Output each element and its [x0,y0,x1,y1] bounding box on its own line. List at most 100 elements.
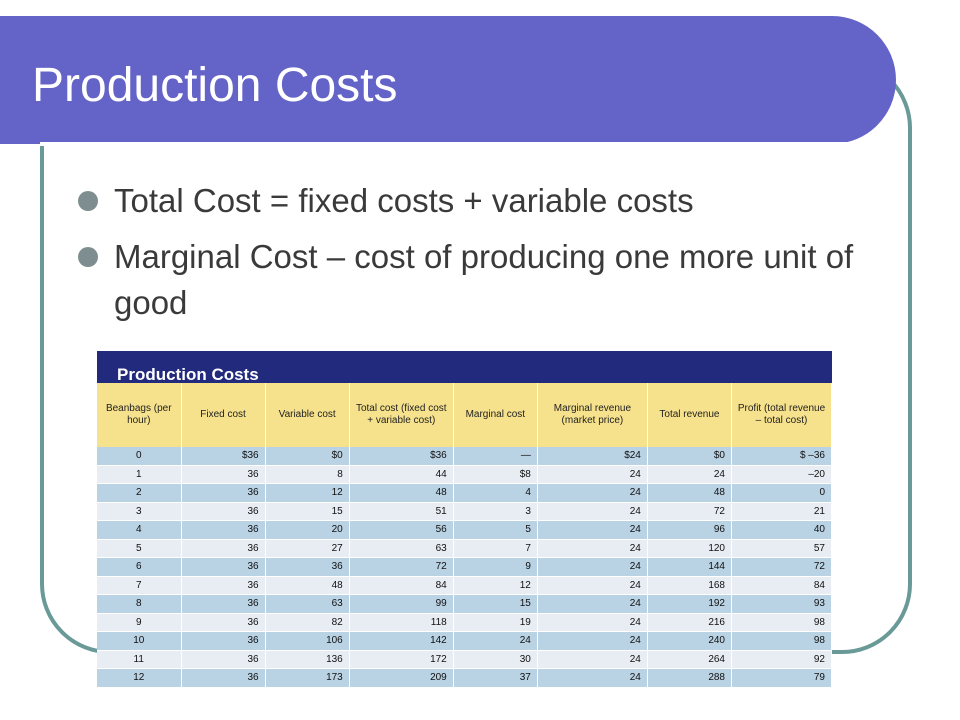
table-cell: 84 [349,576,454,595]
table-cell: 20 [265,520,350,540]
table-cell: 136 [265,650,350,669]
table-row: 4 36 20 56 5 24 96 40 [97,520,832,540]
bullet-marginal-cost: Marginal Cost – cost of producing one mo… [78,234,898,326]
slide-title: Production Costs [32,59,398,112]
table-cell: 36 [181,520,266,540]
header-cell: Profit (total revenue – total cost) [731,383,832,447]
table-cell: 12 [97,668,182,688]
header-cell: Marginal cost [453,383,538,447]
title-underline [40,142,848,146]
table-cell: 8 [265,465,350,484]
table-cell: 7 [97,576,182,595]
table-cell: 92 [731,650,832,669]
table-cell: $0 [265,447,350,466]
table-cell: 27 [265,539,350,558]
table-row: 10 36 106 142 24 24 240 98 [97,631,832,651]
table-row: 8 36 63 99 15 24 192 93 [97,594,832,614]
table-cell: 240 [647,631,733,651]
bullet-total-cost: Total Cost = fixed costs + variable cost… [78,178,898,224]
table-cell: 37 [453,668,538,688]
table-cell: 106 [265,631,350,651]
table-cell: 48 [647,483,733,503]
table-cell: 63 [349,539,454,558]
table-cell: 24 [647,465,733,484]
costs-table: Beanbags (per hour) Fixed cost Variable … [97,383,832,688]
table-cell: 72 [647,502,733,521]
table-cell: — [453,447,538,466]
table-cell: $36 [349,447,454,466]
table-cell: 2 [97,483,182,503]
table-row: 0 $36 $0 $36— $24 $0 $ –36 [97,447,832,466]
table-cell: 172 [349,650,454,669]
table-cell: 63 [265,594,350,614]
table-cell: 10 [97,631,182,651]
table-cell: 3 [453,502,538,521]
table-row: 5 36 27 63 7 24 120 57 [97,539,832,558]
header-cell: Fixed cost [181,383,266,447]
table-cell: 24 [537,650,648,669]
table-cell: 0 [97,447,182,466]
table-cell: 36 [181,502,266,521]
table-cell: 93 [731,594,832,614]
table-row: 12 36 173 209 37 24 288 79 [97,668,832,688]
table-cell: 24 [537,613,648,632]
table-cell: 24 [537,465,648,484]
header-cell: Total revenue [647,383,733,447]
table-cell: 144 [647,557,733,577]
table-cell: 24 [537,539,648,558]
table-cell: 209 [349,668,454,688]
table-cell: 7 [453,539,538,558]
table-cell: 51 [349,502,454,521]
table-cell: 36 [181,650,266,669]
table-cell: 24 [537,483,648,503]
bullet-text: Marginal Cost – cost of producing one mo… [114,238,854,321]
table-cell: 72 [731,557,832,577]
table-cell: 36 [181,631,266,651]
table-cell: 79 [731,668,832,688]
table-cell: 15 [265,502,350,521]
table-cell: 12 [265,483,350,503]
table-cell: 48 [265,576,350,595]
table-cell: $36 [181,447,266,466]
table-cell: 24 [537,576,648,595]
table-cell: 36 [181,668,266,688]
table-cell: 56 [349,520,454,540]
table-cell: $0 [647,447,733,466]
table-cell: 36 [181,576,266,595]
table-cell: 36 [181,557,266,577]
table-cell: 19 [453,613,538,632]
table-cell: 288 [647,668,733,688]
table-cell: $8 [453,465,538,484]
table-cell: 173 [265,668,350,688]
table-cell: 99 [349,594,454,614]
table-cell: 5 [97,539,182,558]
table-row: 11 36 136 172 30 24 264 92 [97,650,832,669]
table-body: 0 $36 $0 $36— $24 $0 $ –36 1 36 8 44 $8 24 24 –20 2 36 12… [97,447,832,688]
table-cell: 1 [97,465,182,484]
table-cell: 168 [647,576,733,595]
table-cell: 118 [349,613,454,632]
production-costs-table: Production Costs Beanbags (per hour) Fix… [97,351,832,688]
table-cell: 6 [97,557,182,577]
table-cell: 216 [647,613,733,632]
table-cell: 82 [265,613,350,632]
table-cell: 8 [97,594,182,614]
header-cell: Marginal revenue (market price) [537,383,648,447]
title-bar: Production Costs [0,16,896,146]
table-row: 3 36 15 51 3 24 72 21 [97,502,832,521]
table-cell: 24 [537,502,648,521]
table-cell: 30 [453,650,538,669]
table-cell: 36 [181,613,266,632]
table-cell: 21 [731,502,832,521]
table-cell: 96 [647,520,733,540]
table-cell: 9 [97,613,182,632]
table-cell: 24 [537,594,648,614]
table-cell: 15 [453,594,538,614]
table-cell: 142 [349,631,454,651]
table-cell: 9 [453,557,538,577]
table-cell: 3 [97,502,182,521]
table-cell: 264 [647,650,733,669]
table-cell: 72 [349,557,454,577]
table-header-row: Beanbags (per hour) Fixed cost Variable … [97,383,832,447]
header-cell: Variable cost [265,383,350,447]
